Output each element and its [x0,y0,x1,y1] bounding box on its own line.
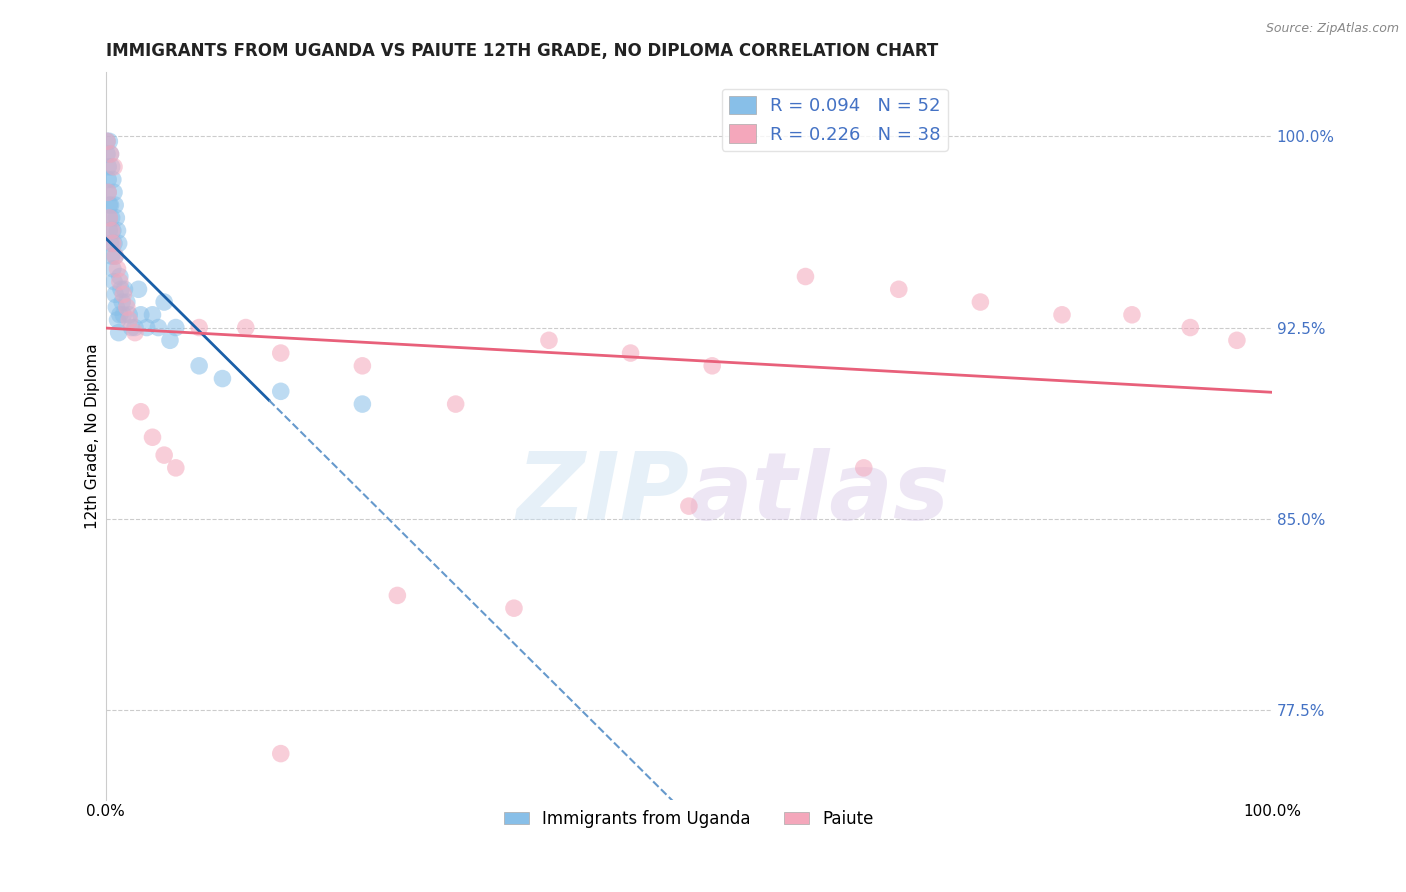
Point [100,211,122,225]
Point [108,275,131,289]
Point [118,308,141,322]
Point [165,461,187,475]
Point [1121,308,1143,322]
Point [270,747,292,761]
Point [112,287,135,301]
Point [794,269,817,284]
Point [100,160,122,174]
Text: IMMIGRANTS FROM UGANDA VS PAIUTE 12TH GRADE, NO DIPLOMA CORRELATION CHART: IMMIGRANTS FROM UGANDA VS PAIUTE 12TH GR… [105,42,938,60]
Point [98,211,121,225]
Point [96,134,118,148]
Point [105,300,128,314]
Point [107,326,129,340]
Point [537,334,560,348]
Point [96,134,118,148]
Point [111,295,134,310]
Point [101,236,124,251]
Point [100,147,122,161]
Point [270,346,292,360]
Point [112,308,135,322]
Point [100,147,122,161]
Point [108,308,131,322]
Point [129,405,152,419]
Point [188,359,211,373]
Point [115,295,138,310]
Point [97,186,120,200]
Point [107,261,129,276]
Point [444,397,467,411]
Point [153,295,176,310]
Point [1226,334,1249,348]
Point [235,320,257,334]
Point [678,499,700,513]
Point [270,384,292,399]
Point [98,198,121,212]
Point [103,160,125,174]
Point [188,320,211,334]
Point [98,224,121,238]
Point [121,320,143,334]
Point [887,282,910,296]
Point [153,448,176,462]
Point [105,211,128,225]
Point [148,320,170,334]
Point [135,320,157,334]
Point [97,172,120,186]
Point [129,308,152,322]
Point [104,287,127,301]
Point [101,224,124,238]
Point [107,313,129,327]
Text: ZIP: ZIP [516,448,689,541]
Point [100,198,122,212]
Point [1180,320,1202,334]
Point [101,172,124,186]
Point [103,236,125,251]
Text: Source: ZipAtlas.com: Source: ZipAtlas.com [1265,22,1399,36]
Point [104,198,127,212]
Point [1050,308,1073,322]
Point [165,320,187,334]
Point [969,295,991,310]
Point [115,300,138,314]
Point [107,224,129,238]
Point [104,249,127,263]
Point [702,359,724,373]
Point [103,186,125,200]
Point [101,261,124,276]
Point [211,371,233,385]
Y-axis label: 12th Grade, No Diploma: 12th Grade, No Diploma [86,343,100,529]
Text: atlas: atlas [689,448,950,541]
Point [98,134,121,148]
Point [108,269,131,284]
Point [141,430,163,444]
Point [128,282,150,296]
Point [98,211,121,225]
Point [100,236,122,251]
Point [103,275,125,289]
Point [100,224,122,238]
Point [387,589,409,603]
Point [124,326,146,340]
Point [114,282,136,296]
Point [852,461,875,475]
Point [96,147,118,161]
Point [352,359,374,373]
Point [503,601,526,615]
Point [100,249,122,263]
Point [159,334,181,348]
Point [104,249,127,263]
Point [97,160,120,174]
Legend: Immigrants from Uganda, Paiute: Immigrants from Uganda, Paiute [498,804,880,835]
Point [97,186,120,200]
Point [124,320,146,334]
Point [619,346,641,360]
Point [118,313,141,327]
Point [352,397,374,411]
Point [110,282,132,296]
Point [107,236,129,251]
Point [141,308,163,322]
